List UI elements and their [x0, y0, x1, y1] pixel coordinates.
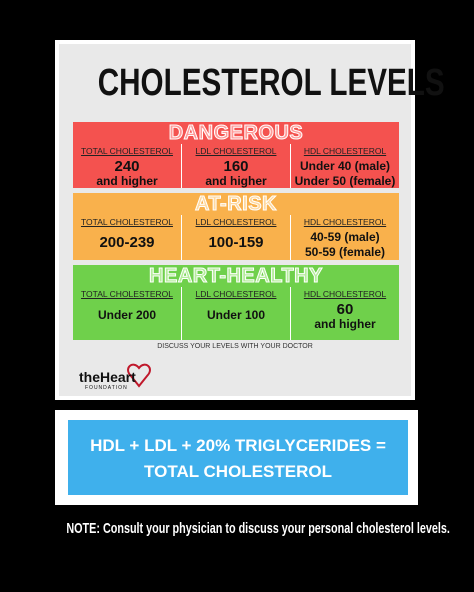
- column-value: Under 40 (male): [299, 159, 391, 173]
- column-header: LDL CHOLESTEROL: [195, 146, 277, 156]
- column-value: 100-159: [208, 234, 264, 251]
- column-header: HDL CHOLESTEROL: [303, 146, 387, 156]
- level-title: DANGEROUS: [168, 122, 304, 145]
- infographic-panel: CHOLESTEROL LEVELS DISCUSS YOUR LEVELS W…: [55, 40, 445, 400]
- formula-line: HDL + LDL + 20% TRIGLYCERIDES =: [90, 436, 386, 455]
- column-value: 160: [223, 158, 249, 175]
- level-column: LDL CHOLESTEROL 160 and higher: [181, 144, 290, 188]
- level-band: AT-RISK TOTAL CHOLESTEROL 200-239 LDL CHOLE…: [73, 193, 399, 260]
- logo-brand: theHeart: [79, 369, 136, 385]
- logo-heart: [127, 363, 151, 388]
- column-header: LDL CHOLESTEROL: [195, 217, 277, 227]
- level-column: HDL CHOLESTEROL Under 40 (male) Under 50 (…: [290, 144, 399, 188]
- level-column: HDL CHOLESTEROL 60 and higher: [290, 287, 399, 340]
- column-value: 40-59 (male): [310, 230, 380, 244]
- footer-text: DISCUSS YOUR LEVELS WITH YOUR DOCTOR: [157, 343, 313, 350]
- level-title: AT-RISK: [194, 193, 277, 216]
- title: CHOLESTEROL LEVELS: [97, 62, 445, 104]
- level-column: TOTAL CHOLESTEROL Under 200: [73, 287, 181, 340]
- level-band: HEART-HEALTHY TOTAL CHOLESTEROL Under 200 L…: [73, 265, 399, 340]
- column-header: TOTAL CHOLESTEROL: [81, 217, 173, 227]
- logo: theHeart FOUNDATION: [77, 362, 167, 392]
- level-band: DANGEROUS TOTAL CHOLESTEROL 240 and higher L…: [73, 122, 399, 188]
- column-header: LDL CHOLESTEROL: [195, 289, 277, 299]
- column-value: 240: [114, 158, 140, 175]
- column-value: Under 200: [97, 308, 157, 322]
- column-value: 50-59 (female): [304, 245, 386, 259]
- level-columns: TOTAL CHOLESTEROL 240 and higher LDL CHOLES…: [73, 144, 399, 188]
- column-value: and higher: [96, 174, 158, 188]
- column-header: HDL CHOLESTEROL: [303, 289, 387, 299]
- level-column: TOTAL CHOLESTEROL 240 and higher: [73, 144, 181, 188]
- column-header: TOTAL CHOLESTEROL: [81, 289, 173, 299]
- level-columns: TOTAL CHOLESTEROL 200-239 LDL CHOLESTEROL 1…: [73, 215, 399, 260]
- column-value: and higher: [314, 317, 376, 331]
- column-value: and higher: [205, 174, 267, 188]
- column-value: 200-239: [99, 234, 155, 251]
- column-value: Under 50 (female): [294, 174, 396, 188]
- level-title: HEART-HEALTHY: [149, 265, 323, 288]
- level-column: HDL CHOLESTEROL 40-59 (male) 50-59 (female…: [290, 215, 399, 260]
- logo-graphic: theHeart FOUNDATION: [79, 363, 151, 391]
- column-value: Under 100: [206, 308, 266, 322]
- formula-panel: HDL + LDL + 20% TRIGLYCERIDES = TOTAL CH…: [68, 420, 408, 495]
- level-columns: TOTAL CHOLESTEROL Under 200 LDL CHOLESTERO…: [73, 287, 399, 340]
- note: NOTE: Consult your physician to discuss …: [66, 520, 450, 537]
- column-header: TOTAL CHOLESTEROL: [81, 146, 173, 156]
- column-header: HDL CHOLESTEROL: [303, 217, 387, 227]
- column-value: 60: [336, 301, 354, 318]
- formula-line: TOTAL CHOLESTEROL: [144, 462, 332, 481]
- formula-box: HDL + LDL + 20% TRIGLYCERIDES = TOTAL CH…: [55, 410, 418, 505]
- logo-sub: FOUNDATION: [85, 385, 128, 391]
- level-column: LDL CHOLESTEROL 100-159: [181, 215, 290, 260]
- level-column: TOTAL CHOLESTEROL 200-239: [73, 215, 181, 260]
- level-column: LDL CHOLESTEROL Under 100: [181, 287, 290, 340]
